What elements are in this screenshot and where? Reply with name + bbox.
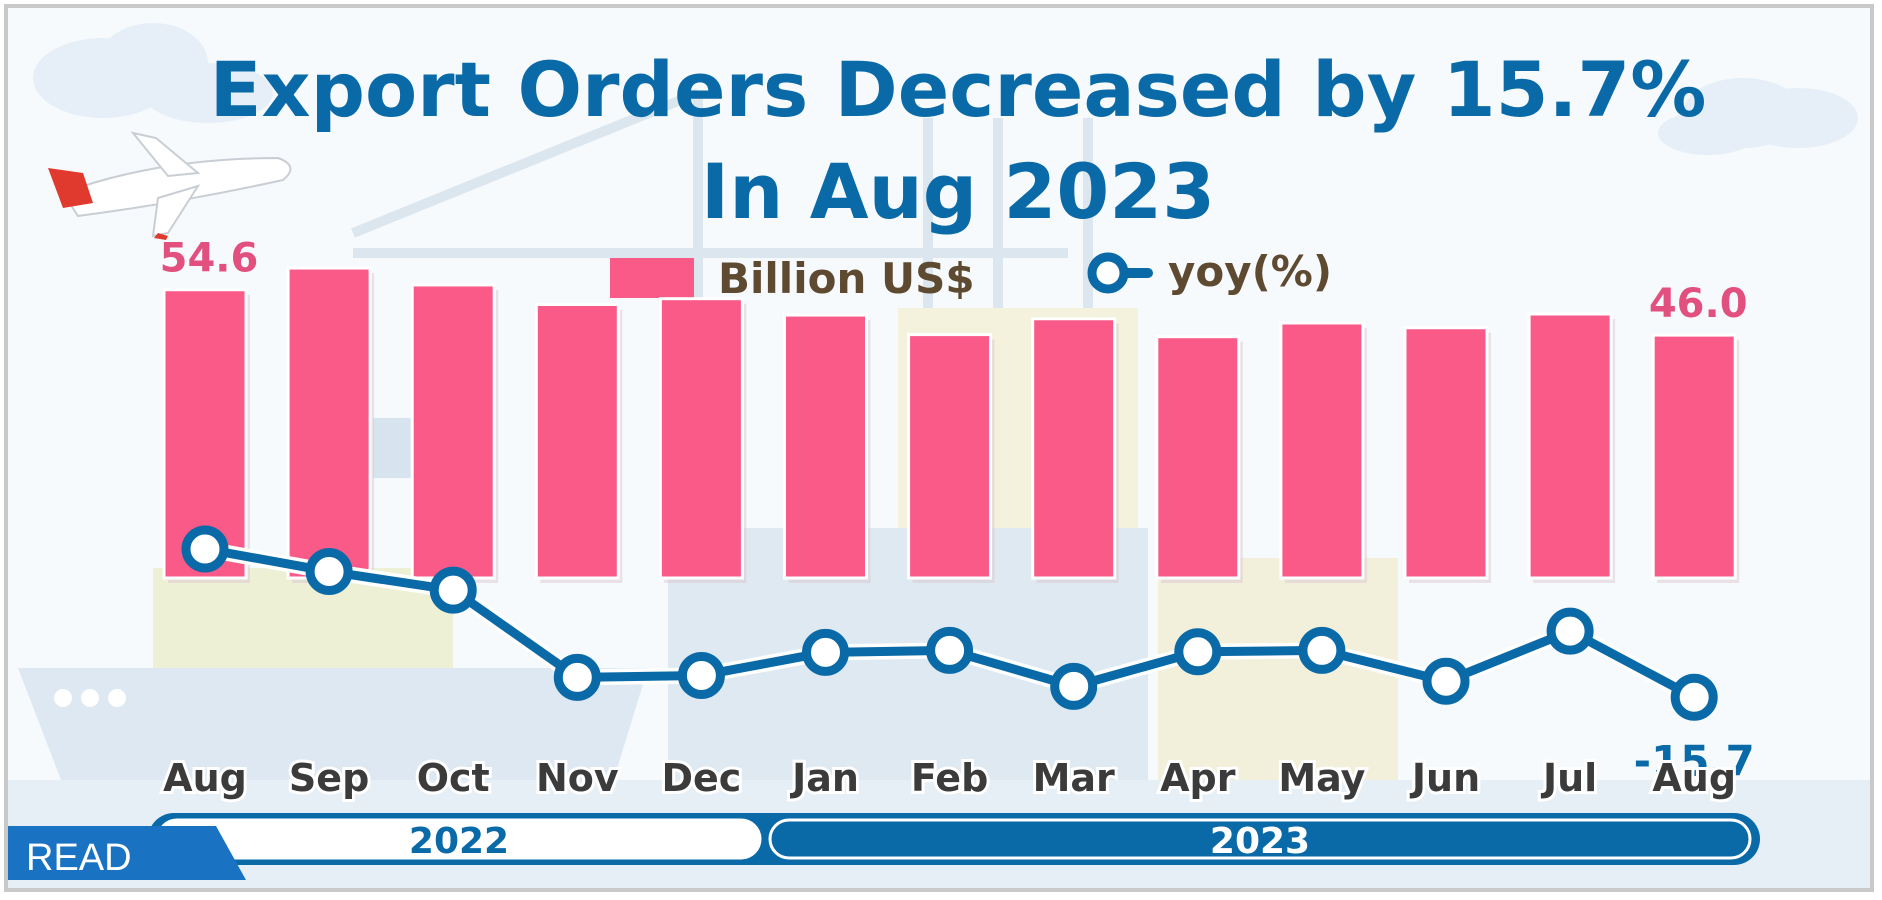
bar-jul-11 (1527, 312, 1613, 580)
airplane-icon (48, 131, 292, 240)
bar-feb-6 (907, 333, 993, 580)
yoy-point-11 (1546, 607, 1594, 655)
legend-bar-label: Billion US$ (718, 254, 975, 303)
bar-sep-1 (286, 266, 372, 580)
x-tick-label: Jun (1409, 756, 1480, 800)
x-tick-label: Jul (1540, 756, 1597, 800)
yoy-point-1 (305, 547, 353, 595)
x-tick-label: Feb (911, 756, 988, 800)
yoy-point-0 (181, 525, 229, 573)
yoy-point-7 (1050, 662, 1098, 710)
data-labels: 54.6 46.0 -15.7 (160, 236, 1755, 786)
yoy-point-3 (553, 653, 601, 701)
x-tick-label: Sep (289, 756, 369, 800)
yoy-line-series (181, 525, 1718, 721)
legend-line-label: yoy(%) (1168, 247, 1332, 296)
bar-apr-8 (1155, 335, 1241, 580)
export-orders-chart: Export Orders Decreased by 15.7% In Aug … (8, 23, 1870, 888)
read-badge-label: READ (26, 837, 132, 879)
yoy-point-8 (1174, 628, 1222, 676)
x-tick-label: Aug (1652, 756, 1736, 800)
yoy-point-12 (1670, 673, 1718, 721)
year-label: 2022 (409, 821, 509, 862)
bar-jun-10 (1403, 326, 1489, 580)
yoy-point-2 (429, 566, 477, 614)
yoy-point-9 (1298, 626, 1346, 674)
read-badge-shape (8, 826, 246, 880)
bar-may-9 (1279, 321, 1365, 580)
x-tick-label: Oct (417, 756, 490, 800)
bar-oct-2 (410, 283, 496, 580)
chart-title: Export Orders Decreased by 15.7% (210, 45, 1707, 134)
x-tick-label: Apr (1160, 756, 1236, 800)
bar-dec-4 (658, 297, 744, 580)
x-tick-label: Mar (1033, 756, 1115, 800)
bar-nov-3 (534, 302, 620, 580)
x-tick-label: Dec (661, 756, 741, 800)
x-tick-label: May (1278, 756, 1365, 800)
year-label: 2023 (1210, 821, 1310, 862)
yoy-value-label: -15.7 (1634, 736, 1755, 785)
yoy-point-4 (677, 651, 725, 699)
bar-jan-5 (783, 313, 868, 580)
bar-mar-7 (1031, 317, 1117, 580)
infographic-frame: Export Orders Decreased by 15.7% In Aug … (4, 4, 1874, 892)
bar-value-label: 46.0 (1649, 281, 1748, 327)
x-tick-label: Aug (163, 756, 247, 800)
yoy-point-5 (802, 628, 849, 676)
legend: Billion US$ yoy(%) (610, 247, 1332, 303)
cloud-icon (33, 23, 1858, 155)
year-timeline: 2022 2023 (148, 813, 1760, 865)
read-badge[interactable]: READ (8, 826, 246, 880)
x-axis-ticks: Aug Sep Oct Nov Dec Jan Feb Mar Apr May Jun Jul Aug (160, 753, 1739, 803)
yoy-point-6 (926, 626, 974, 674)
year-segment-2023 (768, 818, 1752, 860)
yoy-point-10 (1422, 657, 1470, 705)
bar-aug-12 (1651, 333, 1737, 580)
legend-line-marker (1087, 252, 1129, 294)
chart-subtitle: In Aug 2023 (701, 147, 1215, 236)
x-tick-label: Jan (789, 756, 859, 800)
bar-value-label: 54.6 (160, 236, 259, 282)
x-tick-label: Nov (536, 756, 619, 800)
bar-series (162, 266, 1740, 583)
legend-bar-swatch (610, 258, 694, 298)
